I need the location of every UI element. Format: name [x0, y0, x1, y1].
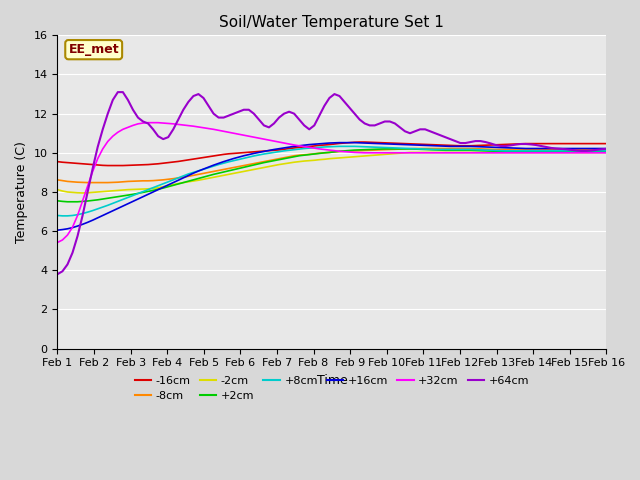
-8cm — [54, 177, 61, 183]
+32cm — [603, 150, 611, 156]
+2cm — [310, 151, 318, 157]
+2cm — [577, 149, 585, 155]
+2cm — [54, 198, 61, 204]
Line: +8cm: +8cm — [58, 146, 607, 216]
-2cm — [577, 150, 585, 156]
+8cm — [310, 145, 318, 151]
-2cm — [451, 150, 459, 156]
+16cm — [572, 145, 580, 151]
-2cm — [598, 150, 605, 156]
+2cm — [220, 169, 227, 175]
-8cm — [326, 150, 333, 156]
-16cm — [220, 152, 227, 157]
+64cm — [220, 115, 227, 120]
-8cm — [220, 167, 227, 172]
Line: +32cm: +32cm — [58, 123, 607, 242]
+64cm — [447, 136, 454, 142]
+64cm — [572, 147, 580, 153]
-2cm — [326, 156, 333, 162]
-2cm — [220, 172, 227, 178]
Title: Soil/Water Temperature Set 1: Soil/Water Temperature Set 1 — [220, 15, 444, 30]
+16cm — [305, 142, 313, 147]
-16cm — [326, 142, 333, 147]
-8cm — [598, 146, 605, 152]
+64cm — [54, 271, 61, 277]
-16cm — [356, 139, 364, 145]
+2cm — [603, 149, 611, 155]
-2cm — [310, 157, 318, 163]
+2cm — [451, 147, 459, 153]
+64cm — [326, 95, 333, 101]
Y-axis label: Temperature (C): Temperature (C) — [15, 141, 28, 243]
+2cm — [326, 150, 333, 156]
-2cm — [406, 150, 414, 156]
+8cm — [326, 144, 333, 150]
+32cm — [593, 150, 600, 156]
+16cm — [335, 140, 343, 145]
-16cm — [603, 141, 611, 146]
+16cm — [447, 144, 454, 149]
-8cm — [451, 145, 459, 151]
+16cm — [603, 145, 611, 151]
-16cm — [577, 141, 585, 146]
+32cm — [326, 147, 333, 153]
-2cm — [79, 190, 86, 196]
-16cm — [310, 143, 318, 149]
Text: EE_met: EE_met — [68, 43, 119, 56]
+16cm — [321, 141, 328, 146]
-16cm — [54, 159, 61, 165]
+32cm — [144, 120, 152, 126]
-2cm — [54, 187, 61, 192]
Line: -8cm: -8cm — [58, 148, 607, 182]
-8cm — [84, 180, 92, 185]
+16cm — [593, 145, 600, 151]
+16cm — [54, 228, 61, 233]
+64cm — [593, 147, 600, 153]
+8cm — [220, 160, 227, 166]
+8cm — [577, 148, 585, 154]
-8cm — [411, 145, 419, 151]
Line: -16cm: -16cm — [58, 142, 607, 166]
+8cm — [335, 144, 343, 149]
+8cm — [451, 146, 459, 152]
+8cm — [54, 213, 61, 218]
+2cm — [598, 149, 605, 155]
-16cm — [451, 143, 459, 148]
+8cm — [598, 148, 605, 154]
+32cm — [572, 150, 580, 156]
-8cm — [603, 146, 611, 152]
+8cm — [59, 213, 67, 219]
Line: -2cm: -2cm — [58, 153, 607, 193]
+32cm — [220, 129, 227, 134]
-2cm — [603, 150, 611, 156]
Line: +64cm: +64cm — [58, 92, 607, 274]
+8cm — [603, 148, 611, 154]
+16cm — [215, 160, 223, 166]
X-axis label: Time: Time — [317, 374, 348, 387]
+32cm — [447, 150, 454, 156]
Legend: -16cm, -8cm, -2cm, +2cm, +8cm, +16cm, +32cm, +64cm: -16cm, -8cm, -2cm, +2cm, +8cm, +16cm, +3… — [130, 372, 534, 406]
+64cm — [310, 122, 318, 128]
+2cm — [63, 199, 71, 204]
+32cm — [54, 240, 61, 245]
Line: +16cm: +16cm — [58, 143, 607, 230]
Line: +2cm: +2cm — [58, 149, 607, 202]
-16cm — [104, 163, 111, 168]
+2cm — [381, 146, 388, 152]
-8cm — [577, 146, 585, 152]
-16cm — [598, 141, 605, 146]
-8cm — [310, 151, 318, 156]
+32cm — [310, 145, 318, 151]
+64cm — [114, 89, 122, 95]
+64cm — [603, 146, 611, 152]
